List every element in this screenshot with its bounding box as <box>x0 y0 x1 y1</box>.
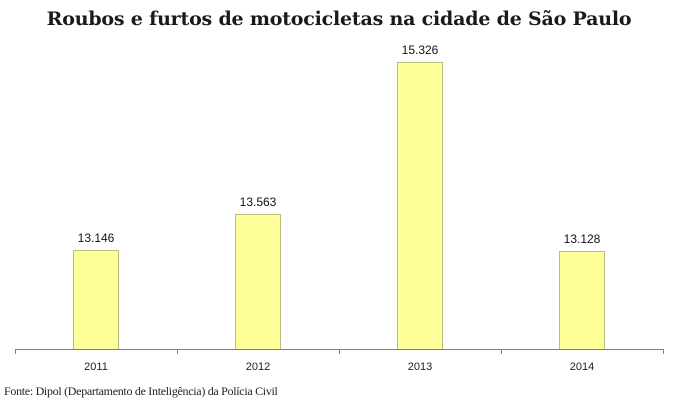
x-tick-label-2012: 2012 <box>245 361 271 373</box>
x-tick-label-2014: 2014 <box>569 361 595 373</box>
x-axis-tick <box>15 349 16 354</box>
x-axis-tick <box>177 349 178 354</box>
chart-title: Roubos e furtos de motocicletas na cidad… <box>46 8 632 30</box>
data-label-2014: 13.128 <box>563 232 601 246</box>
data-label-2011: 13.146 <box>77 231 115 245</box>
bar-2014 <box>559 251 605 349</box>
bar-2012 <box>235 214 281 349</box>
data-label-2013: 15.326 <box>401 43 439 57</box>
bar-2013 <box>397 62 443 349</box>
x-axis-tick <box>339 349 340 354</box>
bar-2011 <box>73 250 119 349</box>
x-axis-tick <box>663 349 664 354</box>
x-tick-label-2013: 2013 <box>407 361 433 373</box>
x-tick-label-2011: 2011 <box>84 361 108 373</box>
data-label-2012: 13.563 <box>239 195 277 209</box>
x-axis-tick <box>501 349 502 354</box>
source-note: Fonte: Dipol (Departamento de Inteligênc… <box>4 384 278 398</box>
